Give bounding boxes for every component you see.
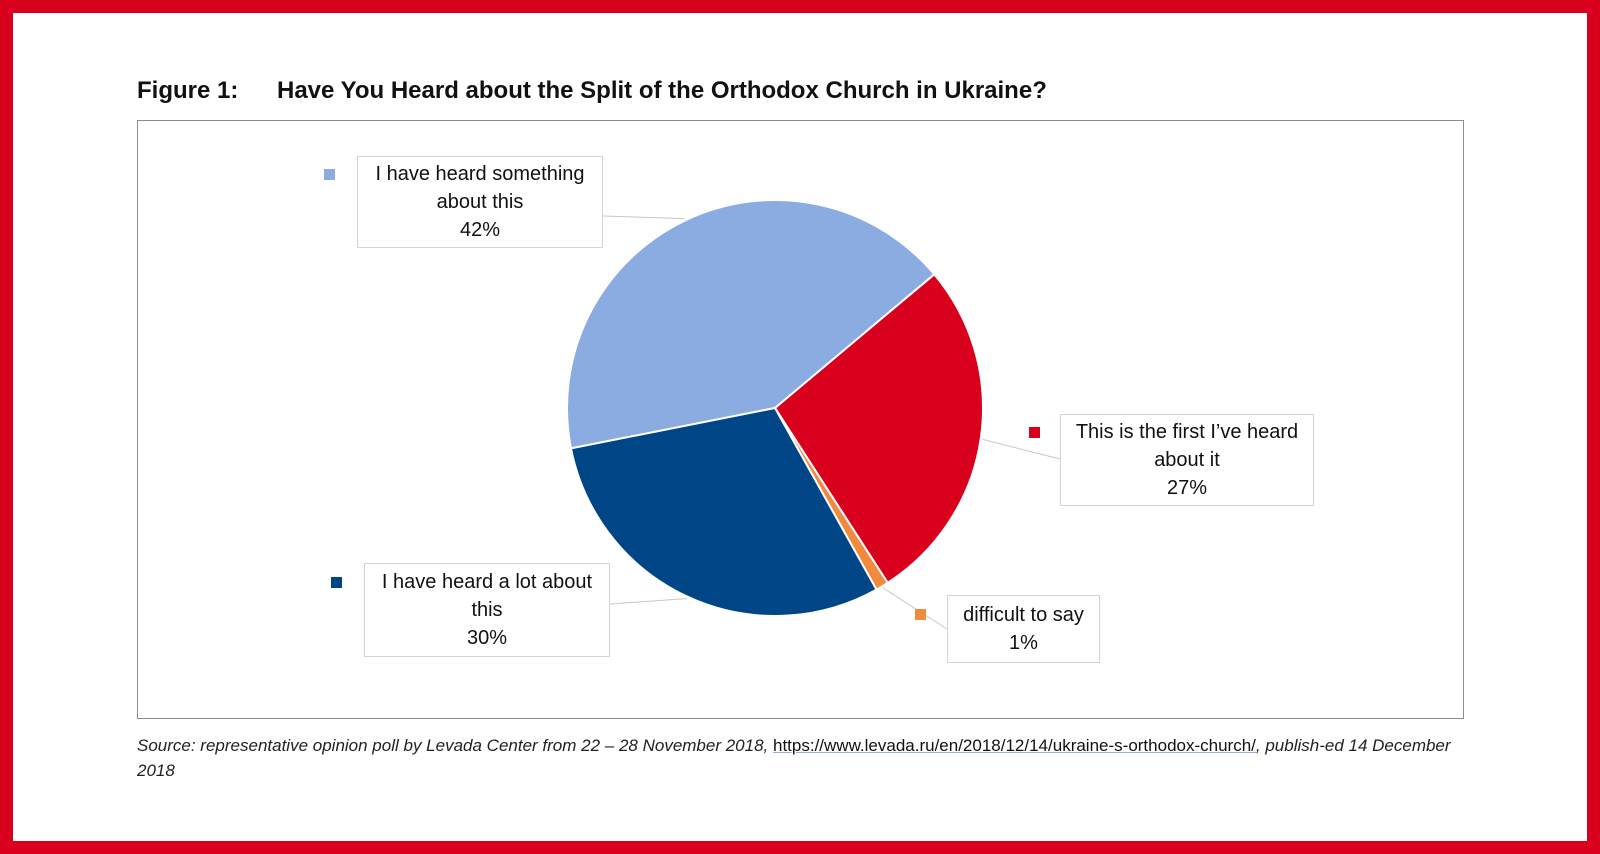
callout-heard-something: I have heard something about this 42% [357, 156, 603, 248]
leader-line-heard-lot [609, 598, 687, 605]
source-link[interactable]: https://www.levada.ru/en/2018/12/14/ukra… [773, 736, 1256, 755]
source-prefix: Source: representative opinion poll by L… [137, 736, 773, 755]
legend-swatch-heard-something [324, 169, 335, 180]
source-note: Source: representative opinion poll by L… [137, 733, 1467, 783]
callout-first-heard-value: 27% [1166, 477, 1208, 499]
callout-first-heard: This is the first I’ve heard about it 27… [1060, 414, 1314, 506]
callout-heard-something-line1: I have heard something [375, 163, 585, 185]
callout-heard-lot-line1: I have heard a lot about [381, 571, 593, 593]
callout-first-heard-line2: about it [1154, 449, 1220, 471]
chart-area: I have heard something about this 42% Th… [137, 120, 1464, 719]
figure-title: Have You Heard about the Split of the Or… [277, 77, 1047, 104]
figure-number: Figure 1: [137, 77, 239, 104]
callout-heard-something-value: 42% [459, 219, 501, 241]
pie-chart [566, 199, 1061, 630]
callout-difficult: difficult to say 1% [947, 595, 1100, 663]
source-suffix: , publish-ed 14 December 2018 [137, 736, 1451, 780]
pie-slice-heard-lot [569, 406, 878, 617]
callout-difficult-value: 1% [1009, 632, 1038, 654]
leader-line-heard-something [602, 215, 685, 220]
callout-heard-something-line2: about this [436, 191, 524, 213]
callout-difficult-line1: difficult to say [963, 604, 1084, 626]
callout-heard-lot-value: 30% [466, 627, 508, 649]
pie-slice-first-heard [773, 272, 984, 585]
legend-swatch-difficult [915, 609, 926, 620]
callout-heard-lot-line2: this [471, 599, 503, 621]
callout-heard-lot: I have heard a lot about this 30% [364, 563, 610, 657]
leader-line-first-heard [982, 438, 1061, 460]
callout-first-heard-line1: This is the first I’ve heard [1075, 421, 1299, 443]
pie-slice-heard-something [566, 199, 936, 450]
legend-swatch-first-heard [1029, 427, 1040, 438]
legend-swatch-heard-lot [331, 577, 342, 588]
leader-line-difficult [882, 587, 948, 630]
